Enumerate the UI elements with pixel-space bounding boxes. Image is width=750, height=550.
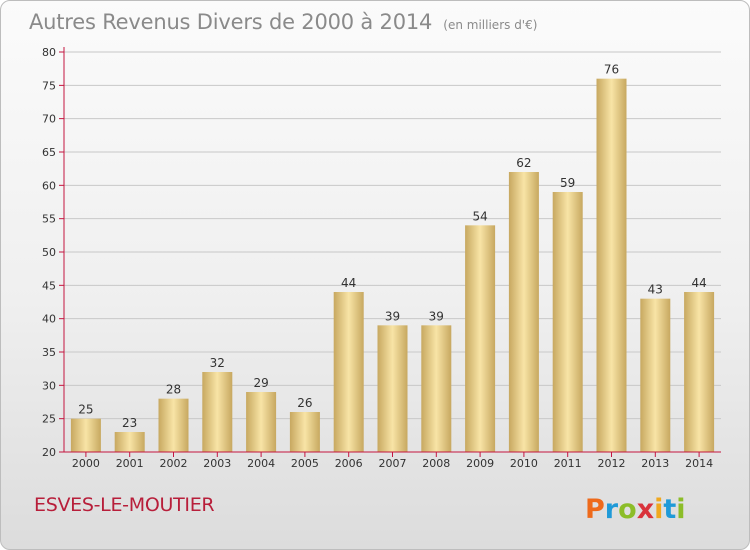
- x-tick-label: 2014: [685, 457, 713, 470]
- bar-value-label: 28: [166, 383, 181, 397]
- bar-value-label: 39: [429, 309, 444, 323]
- bar-2007: [377, 325, 408, 452]
- bar-value-label: 59: [560, 176, 575, 190]
- chart-title-main: Autres Revenus Divers de 2000 à 2014: [29, 10, 433, 34]
- x-tick-label: 2001: [116, 457, 144, 470]
- proxiti-logo: Proxiti: [585, 494, 686, 525]
- x-tick-label: 2000: [72, 457, 100, 470]
- bar-2005: [289, 412, 320, 452]
- y-tick-label: 60: [42, 179, 56, 192]
- bar-2008: [421, 325, 452, 452]
- x-tick-label: 2003: [203, 457, 231, 470]
- bar-value-label: 43: [648, 283, 663, 297]
- bar-2002: [158, 398, 189, 452]
- x-tick-label: 2004: [247, 457, 275, 470]
- y-tick-label: 35: [42, 346, 56, 359]
- bar-value-label: 23: [122, 416, 137, 430]
- bar-value-label: 44: [691, 276, 706, 290]
- bars: [70, 78, 715, 453]
- y-tick-label: 40: [42, 313, 56, 326]
- bar-value-label: 32: [210, 356, 225, 370]
- bar-2001: [114, 432, 145, 452]
- x-tick-label: 2006: [335, 457, 363, 470]
- y-tick-label: 20: [42, 446, 56, 459]
- x-tick-label: 2007: [379, 457, 407, 470]
- logo-letter: i: [676, 494, 685, 525]
- bar-value-label: 54: [472, 209, 487, 223]
- bar-value-label: 39: [385, 309, 400, 323]
- y-tick-label: 80: [42, 46, 56, 59]
- x-tick-label: 2002: [160, 457, 188, 470]
- chart-title-unit: (en milliers d'€): [443, 18, 538, 32]
- bar-2011: [552, 192, 583, 452]
- bar-value-label: 62: [516, 156, 531, 170]
- y-tick-label: 70: [42, 113, 56, 126]
- x-tick-label: 2011: [554, 457, 582, 470]
- x-tick-label: 2013: [641, 457, 669, 470]
- x-tick-label: 2010: [510, 457, 538, 470]
- y-tick-label: 65: [42, 146, 56, 159]
- bar-2004: [246, 392, 277, 452]
- bar-2013: [640, 298, 671, 452]
- labels: 20 25 30 35 40 45 50 55 60 65 70 75 80 25 2000 23 2001 28…: [42, 46, 713, 470]
- x-tick-label: 2012: [598, 457, 626, 470]
- bar-value-label: 44: [341, 276, 356, 290]
- logo-letter: o: [618, 494, 637, 525]
- bar-value-label: 25: [78, 403, 93, 417]
- logo-letter: r: [605, 494, 619, 525]
- x-tick-label: 2008: [422, 457, 450, 470]
- bar-2012: [596, 78, 627, 453]
- logo-letter: i: [654, 494, 663, 525]
- bar-2009: [465, 225, 496, 452]
- logo-letter: P: [585, 494, 605, 525]
- bar-value-label: 26: [297, 396, 312, 410]
- svg-text:Proxiti: Proxiti: [585, 494, 686, 525]
- y-tick-label: 55: [42, 213, 56, 226]
- logo-letter: t: [663, 494, 676, 525]
- chart-title: Autres Revenus Divers de 2000 à 2014 (en…: [29, 10, 537, 34]
- bar-value-label: 76: [604, 63, 619, 77]
- y-tick-label: 75: [42, 79, 56, 92]
- bar-2006: [333, 292, 364, 452]
- y-tick-label: 50: [42, 246, 56, 259]
- x-tick-label: 2005: [291, 457, 319, 470]
- y-tick-label: 45: [42, 279, 56, 292]
- x-tick-label: 2009: [466, 457, 494, 470]
- bar-2000: [70, 418, 101, 452]
- y-tick-label: 25: [42, 413, 56, 426]
- bar-2014: [684, 292, 715, 452]
- axes: [59, 47, 721, 457]
- bar-2003: [202, 372, 233, 452]
- commune-name: ESVES-LE-MOUTIER: [34, 494, 215, 516]
- bar-value-label: 29: [253, 376, 268, 390]
- bar-2010: [508, 172, 539, 452]
- logo-letter: x: [637, 494, 654, 525]
- y-tick-label: 30: [42, 379, 56, 392]
